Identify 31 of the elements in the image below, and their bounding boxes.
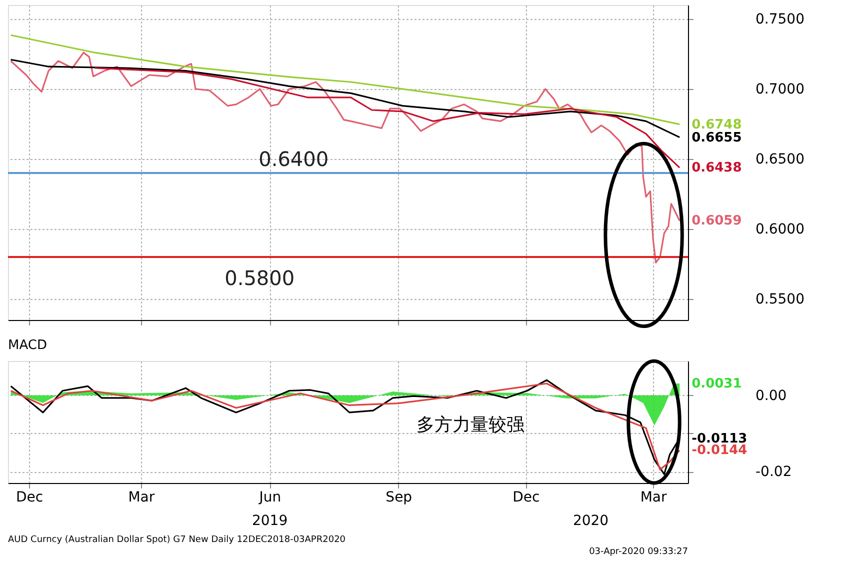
data-label: 0.0031	[692, 376, 742, 392]
data-label: -0.0144	[692, 443, 748, 458]
line-series	[94, 67, 680, 168]
data-label: 0.6059	[692, 214, 742, 229]
ref-line-label: 0.5800	[224, 266, 295, 290]
line-series	[10, 34, 680, 126]
x-tick-label: Mar	[640, 490, 667, 506]
text: 2020	[572, 513, 609, 529]
y-tick-label: 0.7500	[756, 12, 804, 28]
x-tick-label: Jun	[258, 490, 282, 506]
x-tick-label: Mar	[128, 490, 155, 506]
data-label: 0.6748	[692, 117, 742, 132]
x-tick-label: Sep	[386, 490, 412, 506]
data-label: 0.6655	[692, 130, 742, 146]
y-tick-label: -0.02	[756, 464, 792, 480]
x-tick-label: Dec	[512, 490, 540, 506]
line-series	[10, 52, 680, 264]
text: 03-Apr-2020 09:33:27	[589, 547, 688, 557]
y-tick-label: 0.6500	[756, 152, 804, 168]
data-label: 0.6438	[692, 160, 742, 176]
annotation: 多方力量较强	[416, 414, 524, 436]
y-tick-label: 0.5500	[756, 292, 804, 308]
chart-title: MACD	[8, 338, 47, 353]
text: AUD Curncy (Australian Dollar Spot) G7 New Daily 12DEC2018-03APR2020	[8, 535, 346, 545]
y-tick-label: 0.7000	[756, 82, 804, 98]
y-tick-label: 0.00	[756, 388, 787, 404]
x-tick-label: Dec	[16, 490, 44, 506]
ref-line-label: 0.6400	[258, 147, 329, 171]
line-series	[10, 58, 680, 138]
text: 2019	[252, 513, 288, 529]
y-tick-label: 0.6000	[756, 222, 804, 238]
